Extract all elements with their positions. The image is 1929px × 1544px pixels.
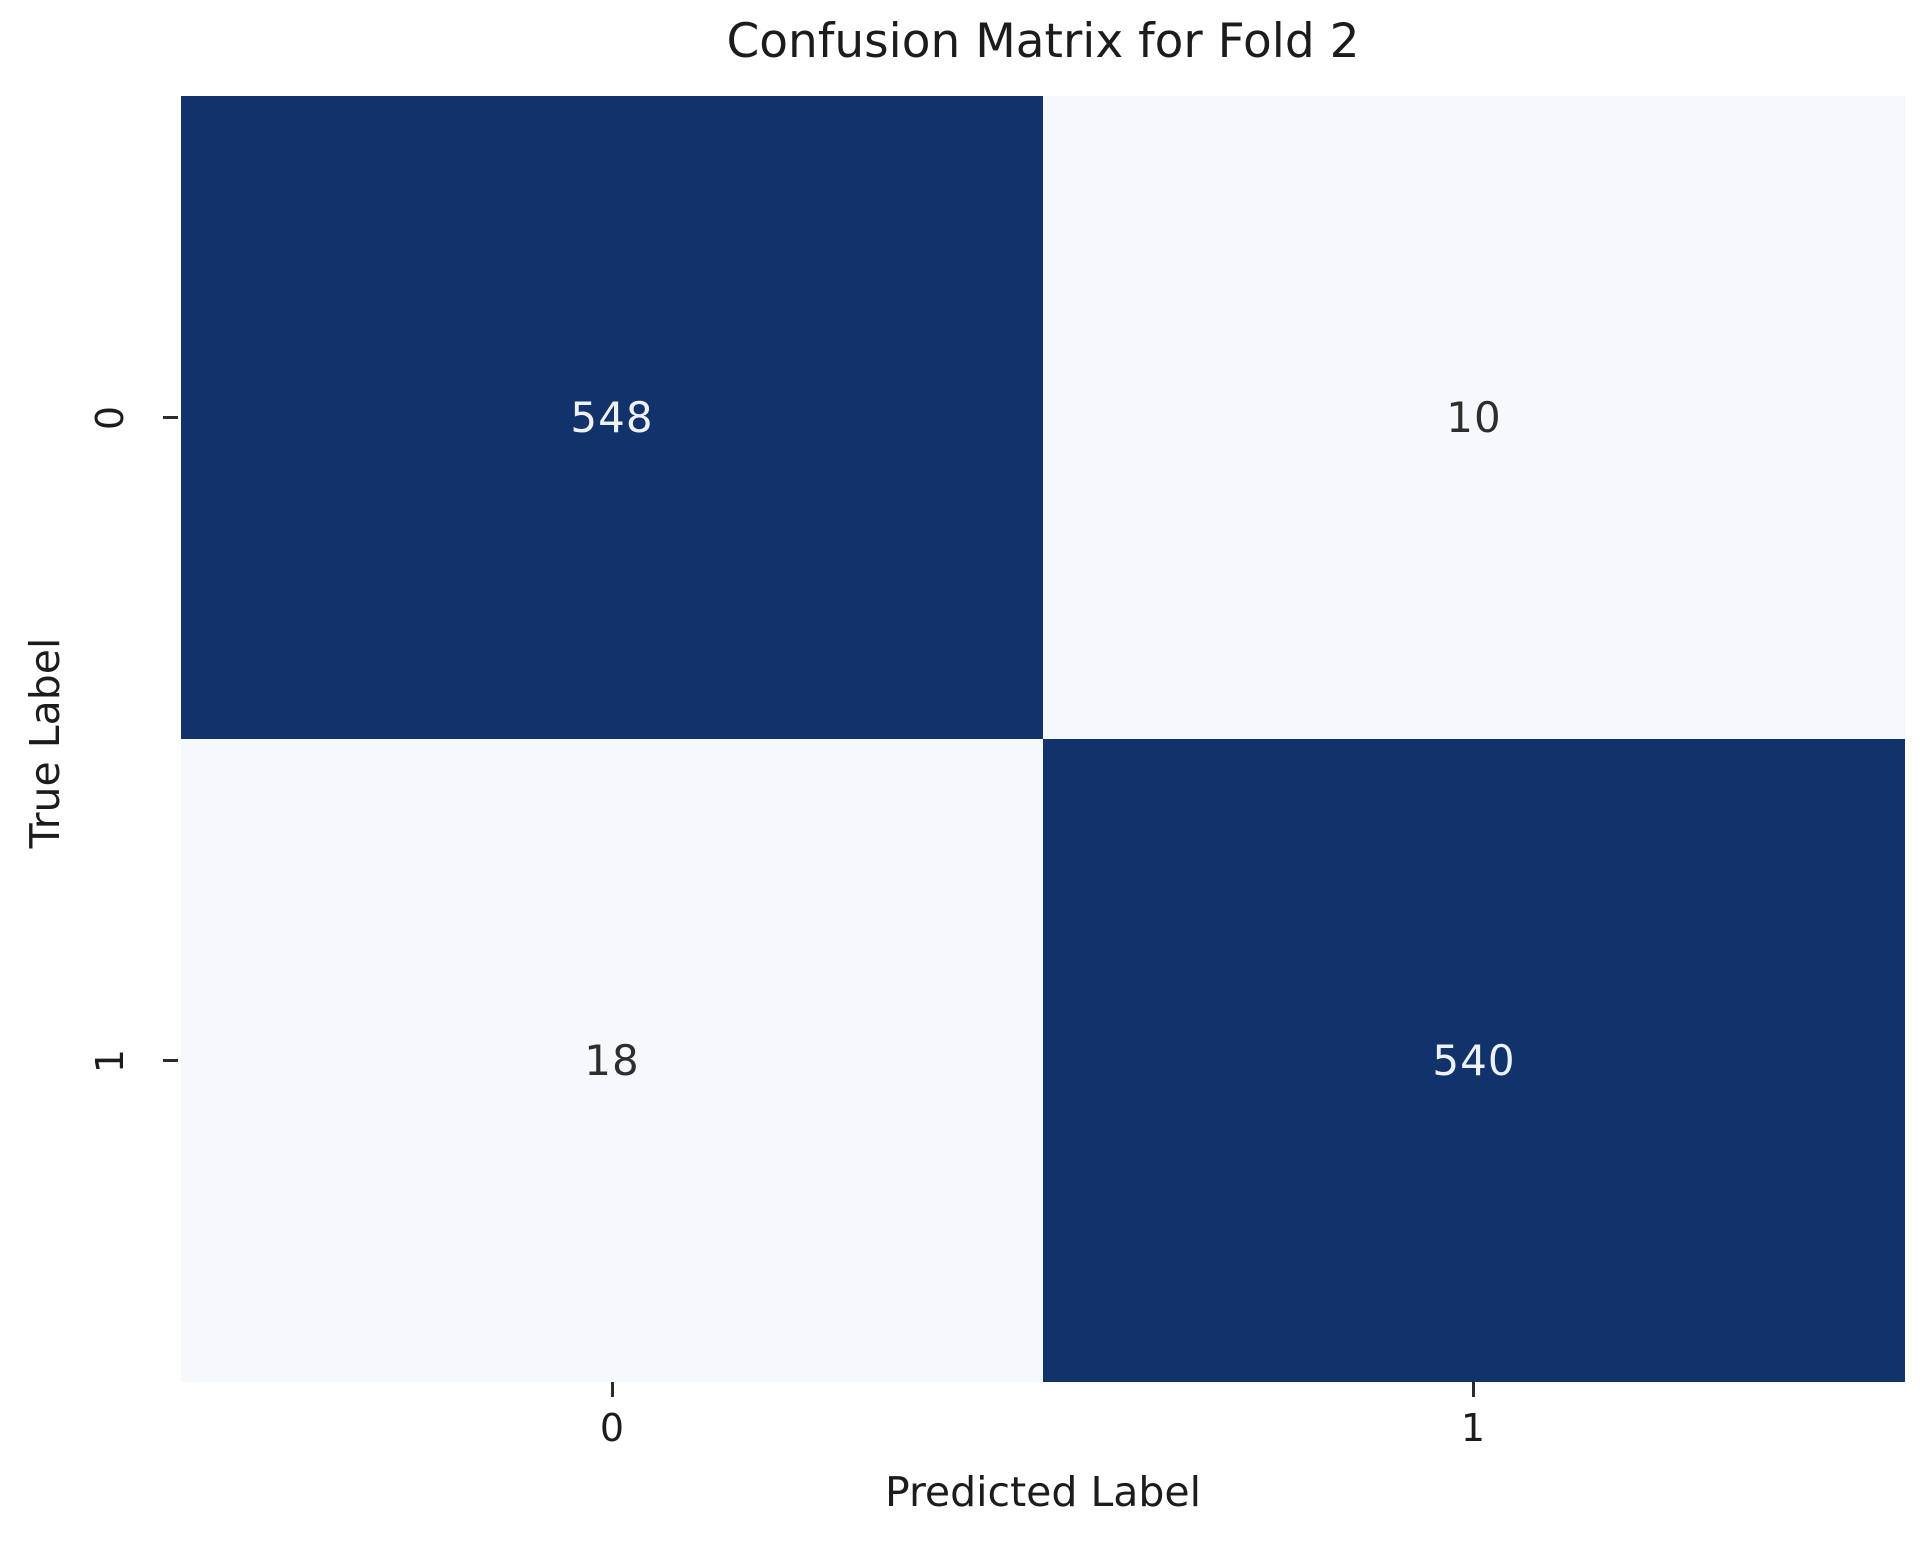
heatmap-cell-true0-pred0: 548 xyxy=(181,96,1043,739)
heatmap-cell-true1-pred1: 540 xyxy=(1043,739,1905,1382)
x-tick-label-1: 1 xyxy=(1460,1406,1486,1450)
x-tick-mark-0 xyxy=(611,1382,614,1397)
x-axis-label: Predicted Label xyxy=(884,1468,1202,1516)
heatmap-plot: 548 10 18 540 xyxy=(181,96,1905,1382)
heatmap-cell-true0-pred1: 10 xyxy=(1043,96,1905,739)
y-tick-label-1: 1 xyxy=(88,1048,132,1074)
y-tick-label-0: 0 xyxy=(88,405,132,431)
cell-value-true1-pred0: 18 xyxy=(584,1036,640,1085)
cell-value-true0-pred0: 548 xyxy=(570,393,654,442)
x-tick-mark-1 xyxy=(1472,1382,1475,1397)
cell-value-true1-pred1: 540 xyxy=(1432,1036,1516,1085)
x-tick-label-0: 0 xyxy=(599,1406,625,1450)
cell-value-true0-pred1: 10 xyxy=(1446,393,1502,442)
y-axis-label: True Label xyxy=(21,637,69,849)
y-tick-mark-1 xyxy=(163,1059,178,1062)
y-tick-mark-0 xyxy=(163,416,178,419)
chart-title: Confusion Matrix for Fold 2 xyxy=(726,14,1360,69)
heatmap-cell-true1-pred0: 18 xyxy=(181,739,1043,1382)
